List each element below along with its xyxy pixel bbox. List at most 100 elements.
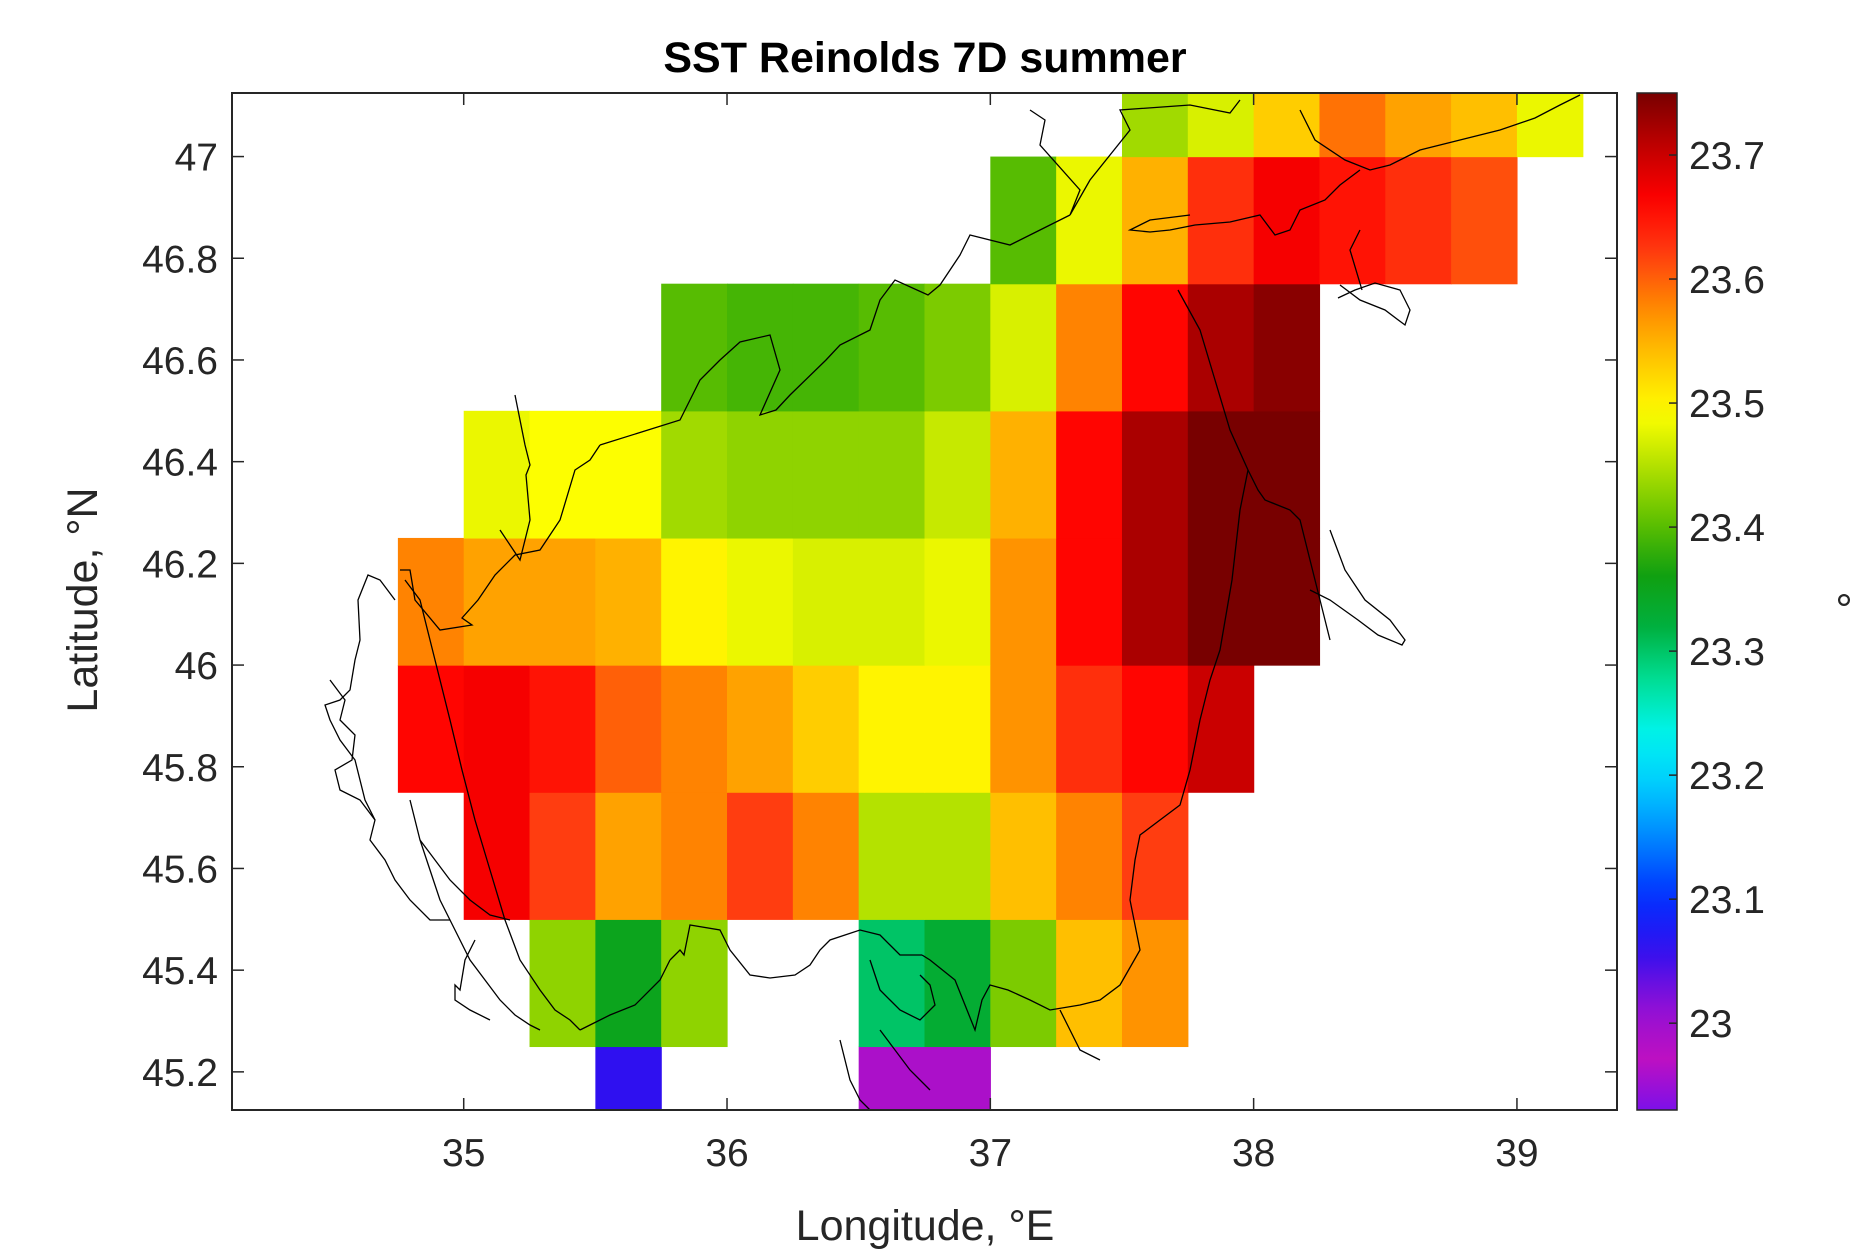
heatmap-cell [1319, 93, 1386, 158]
y-axis-label: Latitude, °N [59, 487, 107, 712]
heatmap-cell [1056, 919, 1123, 1048]
heatmap-cell [529, 792, 596, 920]
heatmap-cell [1451, 156, 1518, 285]
heatmap-cell [1056, 792, 1123, 920]
colorbar-label: ° [1810, 591, 1858, 608]
y-tick-label: 46.6 [142, 340, 218, 383]
heatmap-cell [1385, 156, 1452, 285]
heatmap-cell [595, 665, 662, 793]
x-tick-label: 36 [705, 1132, 748, 1175]
colorbar-gradient [1636, 92, 1678, 1111]
heatmap-cell [1451, 93, 1518, 158]
x-tick-label: 39 [1495, 1132, 1538, 1175]
x-tick-label: 35 [442, 1132, 485, 1175]
colorbar-tick-label: 23 [1689, 1003, 1732, 1046]
colorbar-tick-label: 23.3 [1689, 631, 1765, 674]
chart-title: SST Reinolds 7D summer [663, 34, 1187, 82]
heatmap-cell [858, 665, 926, 793]
heatmap-cell [858, 410, 926, 539]
heatmap-cell [1187, 410, 1255, 539]
heatmap-cell [858, 792, 926, 920]
heatmap-cell [595, 410, 662, 539]
heatmap-cell [1385, 93, 1452, 158]
y-tick-label: 46.2 [142, 543, 218, 586]
heatmap-cell [1056, 410, 1123, 539]
heatmap-cell [924, 410, 991, 539]
y-tick-label: 46.8 [142, 238, 218, 281]
heatmap-cell [1253, 93, 1321, 158]
heatmap-cell [924, 665, 991, 793]
heatmap-cell [397, 665, 465, 793]
heatmap-cell [990, 537, 1057, 666]
y-tick-label: 45.4 [142, 950, 218, 993]
heatmap-cell [727, 537, 794, 666]
heatmap-cell [1121, 93, 1189, 158]
heatmap-cell [463, 665, 531, 793]
heatmap-cell [529, 410, 596, 539]
heatmap-cell [529, 665, 596, 793]
heatmap-cell [858, 537, 926, 666]
y-tick-label: 45.6 [142, 848, 218, 891]
heatmap-cell [727, 792, 794, 920]
colorbar-tick-label: 23.2 [1689, 755, 1765, 798]
coastline [324, 94, 1581, 1110]
heatmap-cell [529, 537, 596, 666]
y-tick-label: 47 [175, 137, 218, 180]
heatmap-cell [1187, 665, 1255, 793]
heatmap-cell [792, 410, 860, 539]
heatmap-cell [990, 919, 1057, 1048]
heatmap-cell [595, 919, 662, 1048]
heatmap-cell [1121, 156, 1189, 285]
heatmap-cell [1121, 410, 1189, 539]
plot-axes: 35 36 37 38 39 45.2 45.4 45.6 45.8 46 46.2 46.4 46.6… [142, 92, 1618, 1175]
heatmap-cell [858, 919, 926, 1048]
colorbar-tick-label: 23.7 [1689, 135, 1765, 178]
heatmap-cell [792, 665, 860, 793]
heatmap-cell [595, 1046, 662, 1110]
heatmap-cell [924, 537, 991, 666]
heatmap-cell [661, 665, 728, 793]
heatmap-cell [727, 665, 794, 793]
heatmap-cell [1253, 537, 1321, 666]
heatmap-cell [529, 919, 596, 1048]
heatmap-cell [727, 410, 794, 539]
heatmap-cell [1056, 665, 1123, 793]
heatmap-cell [924, 1046, 991, 1110]
heatmap-cell [792, 537, 860, 666]
heatmap-cell [924, 919, 991, 1048]
heatmap-cell [463, 792, 531, 920]
y-tick-label: 45.2 [142, 1052, 218, 1095]
colorbar-tick-label: 23.1 [1689, 879, 1765, 922]
y-axis-title: Latitude, °N [59, 487, 107, 712]
heatmap-cell [595, 537, 662, 666]
heatmap-cell [1253, 410, 1321, 539]
heatmap-cell [661, 792, 728, 920]
heatmap-cell [661, 919, 728, 1048]
heatmap-cell [1516, 93, 1584, 158]
heatmap-cell [595, 792, 662, 920]
colorbar-tick-label: 23.4 [1689, 507, 1765, 550]
heatmap-cell [792, 283, 860, 412]
heatmap-cell [1121, 919, 1189, 1048]
colorbar-tick-label: 23.6 [1689, 259, 1765, 302]
heatmap-cell [1056, 283, 1123, 412]
heatmap-cell [1121, 537, 1189, 666]
heatmap-cell [727, 283, 794, 412]
x-axis-title: Longitude, °E [796, 1202, 1055, 1250]
heatmap-cell [1121, 665, 1189, 793]
heatmap-cell [463, 410, 531, 539]
heatmap-cell [1187, 283, 1255, 412]
heatmap-cell [1121, 283, 1189, 412]
heatmap-cell [990, 792, 1057, 920]
heatmap-cell [661, 537, 728, 666]
x-axis-label: Longitude, °E [796, 1202, 1055, 1250]
heatmap-cell [990, 283, 1057, 412]
plot-frame [231, 92, 1618, 1111]
heatmap-cell [1319, 156, 1386, 285]
heatmap-cell [1187, 156, 1255, 285]
heatmap-cell [924, 283, 991, 412]
heatmap-cell [858, 1046, 926, 1110]
heatmap-cell [990, 156, 1057, 285]
heatmap-cell [1121, 792, 1189, 920]
